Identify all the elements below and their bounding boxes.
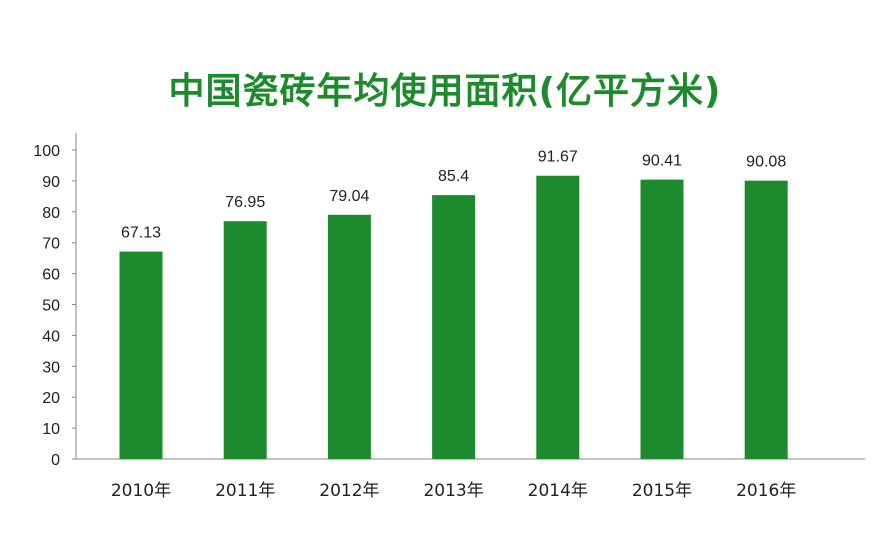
y-tick-label: 100 — [33, 143, 60, 160]
data-label: 90.08 — [746, 154, 786, 171]
y-tick-label: 40 — [42, 328, 60, 345]
bar — [640, 179, 684, 459]
y-tick-label: 60 — [42, 267, 60, 284]
x-tick-label: 2013年 — [423, 481, 483, 501]
y-tick-label: 50 — [42, 298, 60, 315]
x-tick-label: 2011年 — [215, 481, 275, 501]
y-tick-label: 0 — [51, 452, 60, 469]
y-tick-label: 20 — [42, 390, 60, 407]
x-tick-label: 2012年 — [319, 481, 379, 501]
y-tick-label: 30 — [42, 359, 60, 376]
data-label: 76.95 — [225, 194, 265, 211]
bar — [119, 251, 163, 459]
data-label: 85.4 — [438, 168, 469, 185]
x-tick-label: 2014年 — [528, 481, 588, 501]
x-tick-label: 2016年 — [736, 481, 796, 501]
chart-labels: 67.13 2010年 76.95 2011年 79.04 2012年 85.4 2013年 9… — [111, 149, 796, 501]
y-tick-label: 10 — [42, 421, 60, 438]
data-label: 67.13 — [121, 225, 161, 242]
y-tick-label: 80 — [42, 205, 60, 222]
y-tick-label: 70 — [42, 236, 60, 253]
x-tick-label: 2010年 — [111, 481, 171, 501]
bar — [536, 175, 580, 460]
y-tick-label: 90 — [42, 174, 60, 191]
bar — [744, 180, 788, 459]
data-label: 91.67 — [538, 149, 578, 166]
bar — [432, 195, 476, 459]
chart-bars — [119, 175, 788, 460]
bar — [223, 221, 267, 459]
data-label: 90.41 — [642, 153, 682, 170]
x-tick-label: 2015年 — [632, 481, 692, 501]
bar — [327, 214, 371, 459]
data-label: 79.04 — [329, 188, 369, 205]
chart-title: 中国瓷砖年均使用面积(亿平方米) — [168, 71, 722, 112]
